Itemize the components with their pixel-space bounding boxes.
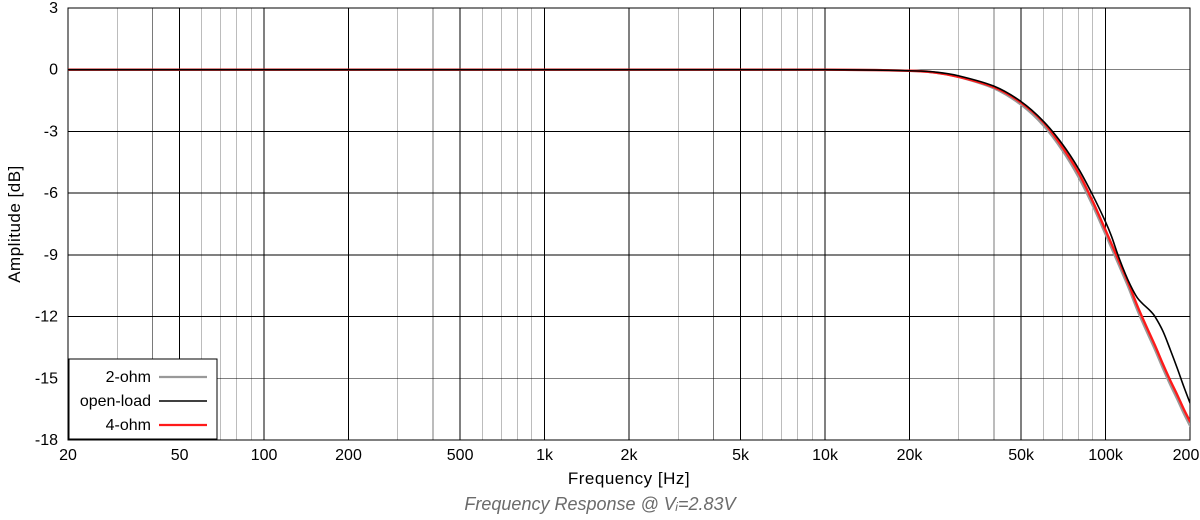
x-tick-label: 100 (251, 447, 278, 464)
legend-label: open-load (80, 393, 151, 410)
y-tick-labels: 3 0 -3 -6 -9 -12 -15 -18 (35, 0, 58, 449)
x-tick-label: 50k (1008, 447, 1035, 464)
y-tick-label: 3 (49, 0, 58, 17)
y-tick-label: -6 (44, 185, 58, 202)
frequency-response-chart: { "chart": { "type": "line-log-x", "widt… (0, 0, 1200, 520)
x-tick-label: 2k (621, 447, 639, 464)
x-tick-label: 200 (335, 447, 362, 464)
chart-svg: 20 50 100 200 500 1k 2k 5k 10k 20k 50k 100k 200k 3 0 -… (0, 0, 1200, 520)
y-tick-label: -18 (35, 432, 58, 449)
legend-label: 4-ohm (106, 417, 151, 434)
x-tick-label: 100k (1088, 447, 1124, 464)
x-tick-label: 20 (59, 447, 77, 464)
y-axis-label: Amplitude [dB] (5, 165, 24, 283)
x-tick-label: 20k (897, 447, 924, 464)
x-tick-label: 50 (171, 447, 189, 464)
legend-label: 2-ohm (106, 369, 151, 386)
y-tick-label: -9 (44, 247, 58, 264)
x-tick-label: 10k (812, 447, 839, 464)
y-tick-label: 0 (49, 62, 58, 79)
legend: 2-ohm open-load 4-ohm (69, 359, 217, 439)
y-tick-label: -12 (35, 309, 58, 326)
x-tick-label: 500 (447, 447, 474, 464)
grid-major (68, 8, 1190, 440)
y-tick-label: -3 (44, 123, 58, 140)
chart-caption: Frequency Response @ Vᵢ=2.83V (464, 494, 737, 514)
x-tick-labels: 20 50 100 200 500 1k 2k 5k 10k 20k 50k 100k 200k (59, 447, 1200, 464)
y-tick-label: -15 (35, 370, 58, 387)
x-tick-label: 5k (732, 447, 750, 464)
x-tick-label: 1k (536, 447, 554, 464)
x-axis-label: Frequency [Hz] (568, 469, 690, 488)
x-tick-label: 200k (1173, 447, 1200, 464)
